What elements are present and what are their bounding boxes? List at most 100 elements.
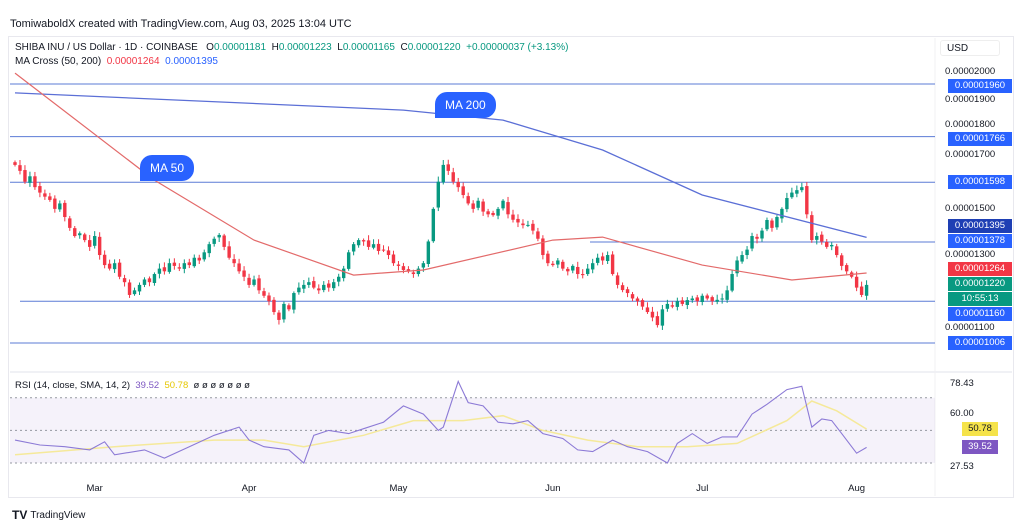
candle-body [605,255,610,262]
candle-body [157,268,162,274]
ma50-value: 0.00001264 [106,56,160,67]
price-level-label: 0.00001160 [948,307,1012,322]
high-value: 0.00001223 [278,42,332,53]
candle-body [511,214,515,220]
candle-body [805,186,809,215]
candle-body [33,176,37,188]
candle-body [232,259,236,264]
candle-body [58,203,62,210]
ma50-annotation: MA 50 [140,155,195,181]
candle-body [401,266,406,270]
ma-legend[interactable]: MA Cross (50, 200) 0.00001264 0.00001395 [15,56,218,67]
candle-body [546,253,550,264]
price-tick-label: 0.00001700 [945,148,996,160]
candle-body [516,218,520,223]
candle-body [486,211,490,215]
symbol-title: SHIBA INU / US Dollar · 1D · COINBASE [15,42,198,53]
candle-body [665,303,670,309]
candle-body [257,278,261,291]
candle-body [147,278,152,283]
rsi-sma-line [14,400,867,456]
rsi-sma-value: 50.78 [164,380,189,391]
open-label: O [206,42,214,53]
brand-name: TradingView [30,509,86,521]
candle-body [172,262,177,266]
rsi-tick-label: 27.53 [950,461,974,472]
candle-body [217,234,221,238]
candle-body [451,172,455,182]
candle-body [785,198,789,210]
candle-body [371,244,376,248]
candle-body [825,242,829,247]
candle-body [660,309,665,326]
price-level-label: 0.00001598 [948,175,1012,190]
candle-body [73,228,77,237]
candle-body [242,270,246,277]
candle-body [650,311,655,318]
rsi-legend[interactable]: RSI (14, close, SMA, 14, 2) 39.52 50.78 … [15,380,250,391]
candle-body [102,254,107,266]
rsi-label: RSI (14, close, SMA, 14, 2) [15,380,131,391]
candle-body [182,263,187,269]
candle-body [595,257,600,263]
candle-body [63,202,67,218]
candle-body [207,244,211,254]
candle-body [351,244,356,252]
high-label: H [271,42,279,53]
candle-body [526,224,530,226]
candle-body [227,246,231,258]
candle-body [705,295,709,299]
candle-body [237,263,241,272]
candle-body [675,301,680,307]
price-level-label: 0.00001395 [948,219,1012,234]
candle-body [132,290,137,295]
candle-body [142,279,147,285]
candle-body [83,234,87,241]
candle-body [735,260,739,274]
candle-body [566,268,570,272]
candle-body [466,196,470,204]
rsi-value-label: 39.52 [962,440,998,455]
candle-body [496,208,500,216]
change-value: +0.00000037 (+3.13%) [466,42,569,53]
symbol-legend: SHIBA INU / US Dollar · 1D · COINBASE O 0… [15,42,568,53]
candle-body [695,297,699,302]
ma50-line [14,72,867,281]
low-value: 0.00001165 [342,42,395,53]
candle-body [327,283,331,288]
candle-body [810,215,814,241]
candle-body [68,218,72,228]
candle-body [28,176,32,183]
candle-body [426,241,431,264]
close-label: C [400,42,408,53]
candle-body [312,281,316,288]
candle-body [292,293,296,310]
price-level-label: 0.00001766 [948,132,1012,147]
candle-body [720,298,724,300]
candle-body [197,257,201,261]
candle-body [690,298,694,301]
chart-credit: TomiwaboldX created with TradingView.com… [10,18,352,30]
candle-body [576,266,580,275]
candle-body [391,254,396,264]
candle-countdown: 10:55:13 [948,292,1012,307]
price-level-label: 0.00001220 [948,277,1012,292]
candle-body [88,240,92,247]
candle-body [446,164,450,171]
price-tick-label: 0.00001300 [945,249,996,261]
candle-body [476,200,480,208]
candle-body [152,274,157,283]
candle-body [411,272,416,275]
candle-body [202,252,206,260]
candle-body [839,255,844,266]
candle-body [317,288,321,291]
candle-body [137,284,142,292]
candle-body [655,316,660,326]
currency-button[interactable]: USD [940,40,1000,56]
candle-body [625,289,630,294]
time-axis-label: Jul [696,483,709,494]
time-axis-label: May [389,483,408,494]
candle-body [610,254,615,275]
candle-body [775,217,779,228]
